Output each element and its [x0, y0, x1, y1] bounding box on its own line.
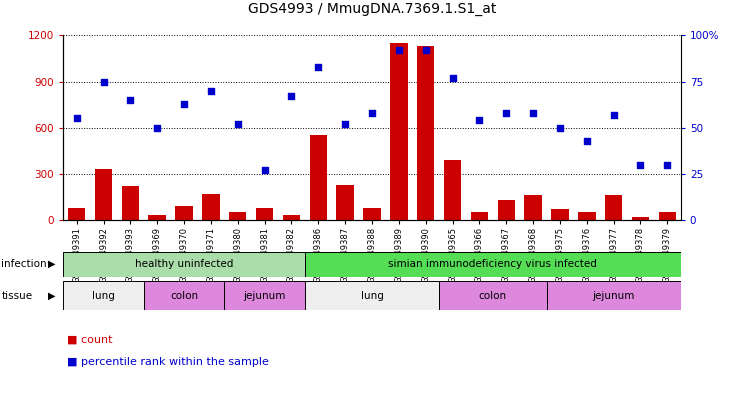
- Text: simian immunodeficiency virus infected: simian immunodeficiency virus infected: [388, 259, 597, 269]
- Text: healthy uninfected: healthy uninfected: [135, 259, 234, 269]
- Point: [366, 110, 378, 116]
- Bar: [256, 208, 273, 220]
- Point: [259, 167, 271, 173]
- Text: jejunum: jejunum: [243, 291, 286, 301]
- Bar: [417, 46, 434, 220]
- Point: [393, 47, 405, 53]
- Point: [554, 125, 566, 131]
- Point: [420, 47, 432, 53]
- Bar: [225, 281, 305, 310]
- Point: [286, 93, 298, 99]
- Bar: [305, 281, 439, 310]
- Text: lung: lung: [92, 291, 115, 301]
- Bar: [305, 252, 681, 277]
- Point: [339, 121, 351, 127]
- Bar: [363, 208, 381, 220]
- Text: tissue: tissue: [1, 290, 33, 301]
- Bar: [390, 43, 408, 220]
- Bar: [444, 160, 461, 220]
- Point: [205, 88, 217, 94]
- Bar: [202, 194, 219, 220]
- Point: [71, 116, 83, 122]
- Text: jejunum: jejunum: [592, 291, 635, 301]
- Text: GDS4993 / MmugDNA.7369.1.S1_at: GDS4993 / MmugDNA.7369.1.S1_at: [248, 2, 496, 16]
- Bar: [658, 212, 676, 220]
- Bar: [229, 212, 246, 220]
- Point: [446, 75, 458, 81]
- Bar: [63, 252, 305, 277]
- Point: [151, 125, 163, 131]
- Text: ▶: ▶: [48, 259, 56, 269]
- Text: infection: infection: [1, 259, 47, 269]
- Text: colon: colon: [478, 291, 507, 301]
- Point: [500, 110, 512, 116]
- Bar: [121, 186, 139, 220]
- Text: ■ percentile rank within the sample: ■ percentile rank within the sample: [67, 356, 269, 367]
- Bar: [525, 195, 542, 220]
- Bar: [632, 217, 650, 220]
- Bar: [63, 281, 144, 310]
- Bar: [94, 169, 112, 220]
- Point: [97, 79, 109, 85]
- Point: [232, 121, 244, 127]
- Bar: [578, 212, 595, 220]
- Bar: [547, 281, 681, 310]
- Point: [178, 101, 190, 107]
- Bar: [336, 185, 354, 220]
- Point: [608, 112, 620, 118]
- Point: [527, 110, 539, 116]
- Point: [661, 162, 673, 168]
- Bar: [176, 206, 193, 220]
- Bar: [439, 281, 547, 310]
- Bar: [498, 200, 515, 220]
- Text: lung: lung: [361, 291, 383, 301]
- Bar: [551, 209, 568, 220]
- Bar: [283, 215, 300, 220]
- Bar: [149, 215, 166, 220]
- Text: ▶: ▶: [48, 290, 56, 301]
- Point: [581, 138, 593, 144]
- Point: [473, 117, 485, 123]
- Point: [635, 162, 647, 168]
- Bar: [144, 281, 225, 310]
- Bar: [605, 195, 623, 220]
- Bar: [471, 212, 488, 220]
- Text: colon: colon: [170, 291, 198, 301]
- Bar: [310, 136, 327, 220]
- Bar: [68, 208, 86, 220]
- Point: [124, 97, 136, 103]
- Point: [312, 64, 324, 70]
- Text: ■ count: ■ count: [67, 335, 112, 345]
